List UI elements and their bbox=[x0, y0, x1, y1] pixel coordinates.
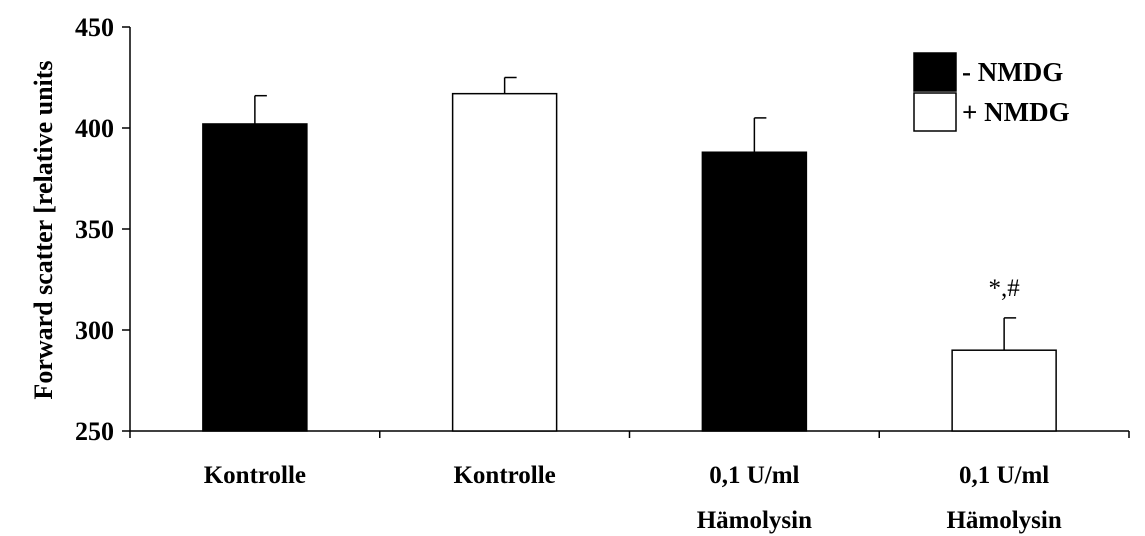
significance-annotation: *,# bbox=[989, 275, 1021, 302]
annotations: *,# bbox=[989, 275, 1021, 302]
y-axis-ticks: 250 300 350 400 450 bbox=[75, 13, 130, 446]
y-axis-label-group: Forward scatter [relative units bbox=[29, 60, 58, 399]
x-category-label: Hämolysin bbox=[946, 507, 1061, 534]
y-tick-label: 300 bbox=[75, 316, 114, 345]
bar bbox=[202, 123, 308, 432]
legend-label: + NMDG bbox=[962, 97, 1070, 127]
y-tick-label: 350 bbox=[75, 215, 114, 244]
x-category-label: Kontrolle bbox=[204, 462, 306, 489]
x-category-label: 0,1 U/ml bbox=[959, 462, 1049, 489]
y-tick-label: 400 bbox=[75, 114, 114, 143]
x-category-label: Kontrolle bbox=[453, 462, 555, 489]
error-bars bbox=[254, 76, 1017, 351]
bar bbox=[451, 92, 558, 432]
y-axis-label: Forward scatter [relative units bbox=[29, 60, 58, 399]
y-tick-label: 450 bbox=[75, 13, 114, 42]
bars bbox=[202, 92, 1057, 432]
bar bbox=[951, 349, 1057, 432]
bar bbox=[701, 151, 808, 432]
legend: - NMDG + NMDG bbox=[913, 52, 1070, 132]
x-category-label: 0,1 U/ml bbox=[709, 462, 799, 489]
x-category-label: Hämolysin bbox=[697, 507, 812, 534]
legend-label: - NMDG bbox=[962, 57, 1063, 87]
legend-swatch bbox=[913, 52, 957, 92]
legend-swatch bbox=[913, 92, 957, 132]
y-tick-label: 250 bbox=[75, 417, 114, 446]
x-axis-labels: Kontrolle Kontrolle 0,1 U/ml Hämolysin 0,1 U… bbox=[204, 462, 1062, 534]
